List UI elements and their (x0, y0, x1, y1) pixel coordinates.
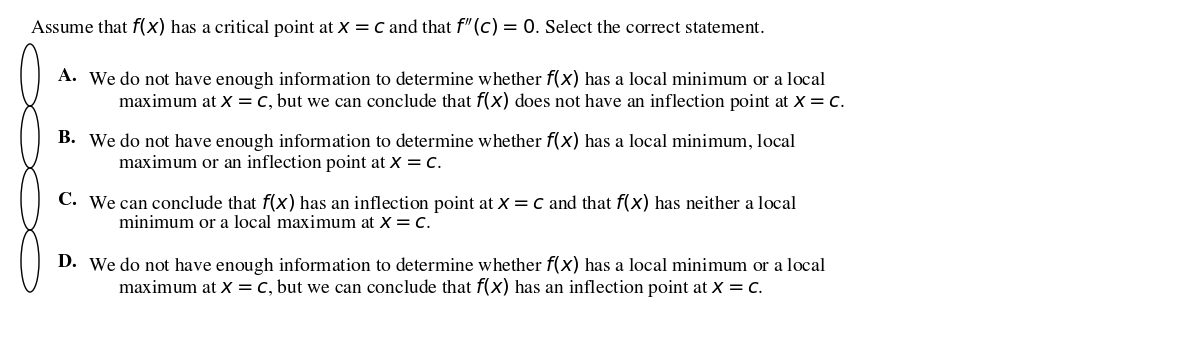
Text: D.: D. (58, 254, 82, 271)
Text: We can conclude that $f(x)$ has an inflection point at $x = c$ and that $f(x)$ h: We can conclude that $f(x)$ has an infle… (88, 192, 797, 215)
Text: minimum or a local maximum at $x = c$.: minimum or a local maximum at $x = c$. (118, 214, 431, 232)
Text: We do not have enough information to determine whether $f(x)$ has a local minimu: We do not have enough information to det… (88, 130, 797, 153)
Text: We do not have enough information to determine whether $f(x)$ has a local minimu: We do not have enough information to det… (88, 68, 826, 91)
Text: Assume that $f(x)$ has a critical point at $x = c$ and that $f''(c) = 0$. Select: Assume that $f(x)$ has a critical point … (30, 16, 764, 40)
Text: C.: C. (58, 192, 82, 209)
Text: maximum or an inflection point at $x = c$.: maximum or an inflection point at $x = c… (118, 152, 442, 174)
Text: B.: B. (58, 130, 80, 147)
Text: maximum at $x = c$, but we can conclude that $f(x)$ does not have an inflection : maximum at $x = c$, but we can conclude … (118, 90, 845, 113)
Text: We do not have enough information to determine whether $f(x)$ has a local minimu: We do not have enough information to det… (88, 254, 826, 277)
Text: maximum at $x = c$, but we can conclude that $f(x)$ has an inflection point at $: maximum at $x = c$, but we can conclude … (118, 276, 763, 299)
Text: A.: A. (58, 68, 82, 85)
